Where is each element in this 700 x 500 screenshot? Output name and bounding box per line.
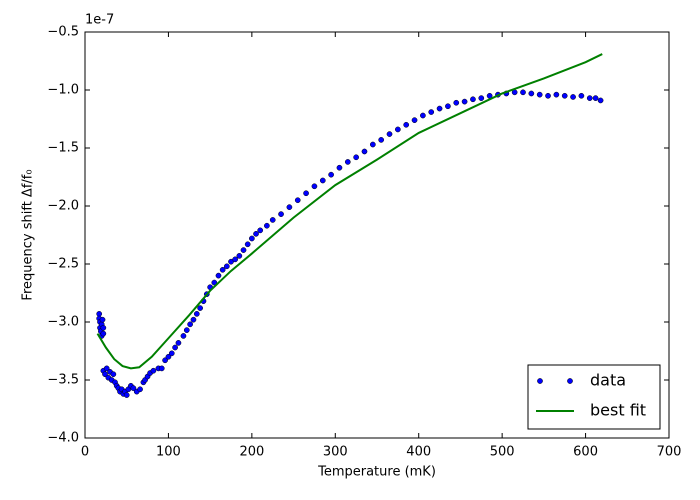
data-point xyxy=(592,95,599,101)
data-point xyxy=(158,365,165,372)
x-tick-label: 700 xyxy=(657,445,682,460)
data-point xyxy=(278,211,284,217)
legend-box xyxy=(527,364,661,430)
data-point xyxy=(461,98,468,105)
data-point xyxy=(269,217,276,223)
x-tick-label: 0 xyxy=(81,445,89,460)
data-point xyxy=(528,90,535,97)
data-point xyxy=(395,126,401,133)
fit-line xyxy=(96,53,603,370)
data-point xyxy=(420,112,426,119)
y-tick-label: −2.5 xyxy=(47,257,79,272)
data-point xyxy=(100,330,107,337)
x-tick-label: 100 xyxy=(156,445,181,460)
data-point xyxy=(211,279,218,286)
data-point xyxy=(286,204,293,211)
data-point xyxy=(162,357,168,364)
data-point xyxy=(253,230,259,237)
data-point xyxy=(102,371,108,378)
data-point xyxy=(586,95,593,101)
data-point xyxy=(353,154,359,161)
x-tick-label: 400 xyxy=(406,445,431,460)
y-axis-label: Frequency shift Δf/f₀ xyxy=(21,169,36,300)
data-point xyxy=(319,177,326,184)
data-point xyxy=(436,105,443,112)
data-point xyxy=(378,137,385,143)
data-point xyxy=(545,92,551,99)
data-point xyxy=(223,263,230,270)
data-point xyxy=(386,131,393,137)
y-tick-label: −1.0 xyxy=(47,83,79,98)
data-point xyxy=(445,103,451,110)
data-point xyxy=(130,385,137,391)
data-point xyxy=(336,164,343,171)
data-point xyxy=(428,109,435,115)
x-tick-label: 300 xyxy=(323,445,348,460)
data-point xyxy=(257,227,264,234)
data-point xyxy=(478,95,485,101)
legend-label: best fit xyxy=(590,401,646,420)
data-point xyxy=(264,222,270,229)
data-point xyxy=(303,190,309,197)
data-point xyxy=(240,247,247,253)
data-point xyxy=(361,148,368,155)
data-point xyxy=(453,99,460,106)
data-point xyxy=(570,94,576,100)
y-tick-label: −0.5 xyxy=(47,25,79,40)
data-point xyxy=(110,371,117,378)
data-point xyxy=(470,96,476,103)
data-point xyxy=(232,256,239,263)
data-point xyxy=(236,253,243,259)
data-point xyxy=(190,316,197,323)
data-point xyxy=(553,91,560,98)
data-point xyxy=(369,141,376,148)
data-point xyxy=(172,344,178,351)
data-point xyxy=(411,117,418,124)
data-point xyxy=(197,305,203,311)
data-point xyxy=(294,197,301,204)
x-axis-label: Temperature (mK) xyxy=(317,465,436,480)
data-point xyxy=(520,89,526,96)
data-point xyxy=(175,340,182,346)
y-offset-label: 1e-7 xyxy=(85,13,114,28)
data-point xyxy=(249,235,255,242)
data-point xyxy=(344,159,351,165)
data-point xyxy=(328,171,334,178)
data-point xyxy=(578,92,585,99)
data-point xyxy=(187,321,193,328)
data-point xyxy=(215,272,222,279)
data-point xyxy=(168,350,175,357)
data-point xyxy=(99,316,106,323)
data-point xyxy=(311,183,318,190)
data-point xyxy=(597,97,604,104)
data-point xyxy=(183,327,190,333)
data-point xyxy=(180,333,187,339)
data-point xyxy=(403,121,410,128)
x-tick-label: 600 xyxy=(573,445,598,460)
y-tick-label: −3.5 xyxy=(47,373,79,388)
y-tick-label: −2.0 xyxy=(47,199,79,214)
x-tick-label: 500 xyxy=(490,445,515,460)
data-point xyxy=(244,241,251,248)
legend-label: data xyxy=(590,371,626,390)
y-tick-label: −3.0 xyxy=(47,315,79,330)
y-tick-label: −4.0 xyxy=(47,431,79,446)
y-tick-label: −1.5 xyxy=(47,141,79,156)
legend-marker xyxy=(537,378,543,384)
data-point xyxy=(103,365,110,372)
data-point xyxy=(219,266,226,273)
legend-marker xyxy=(567,378,573,384)
data-point xyxy=(150,367,157,374)
data-point xyxy=(123,392,130,398)
data-point xyxy=(561,92,568,99)
data-point xyxy=(536,91,543,98)
data-point xyxy=(165,353,172,360)
x-tick-label: 200 xyxy=(239,445,264,460)
data-point xyxy=(137,386,143,393)
data-point xyxy=(100,324,107,331)
data-point xyxy=(193,311,200,317)
